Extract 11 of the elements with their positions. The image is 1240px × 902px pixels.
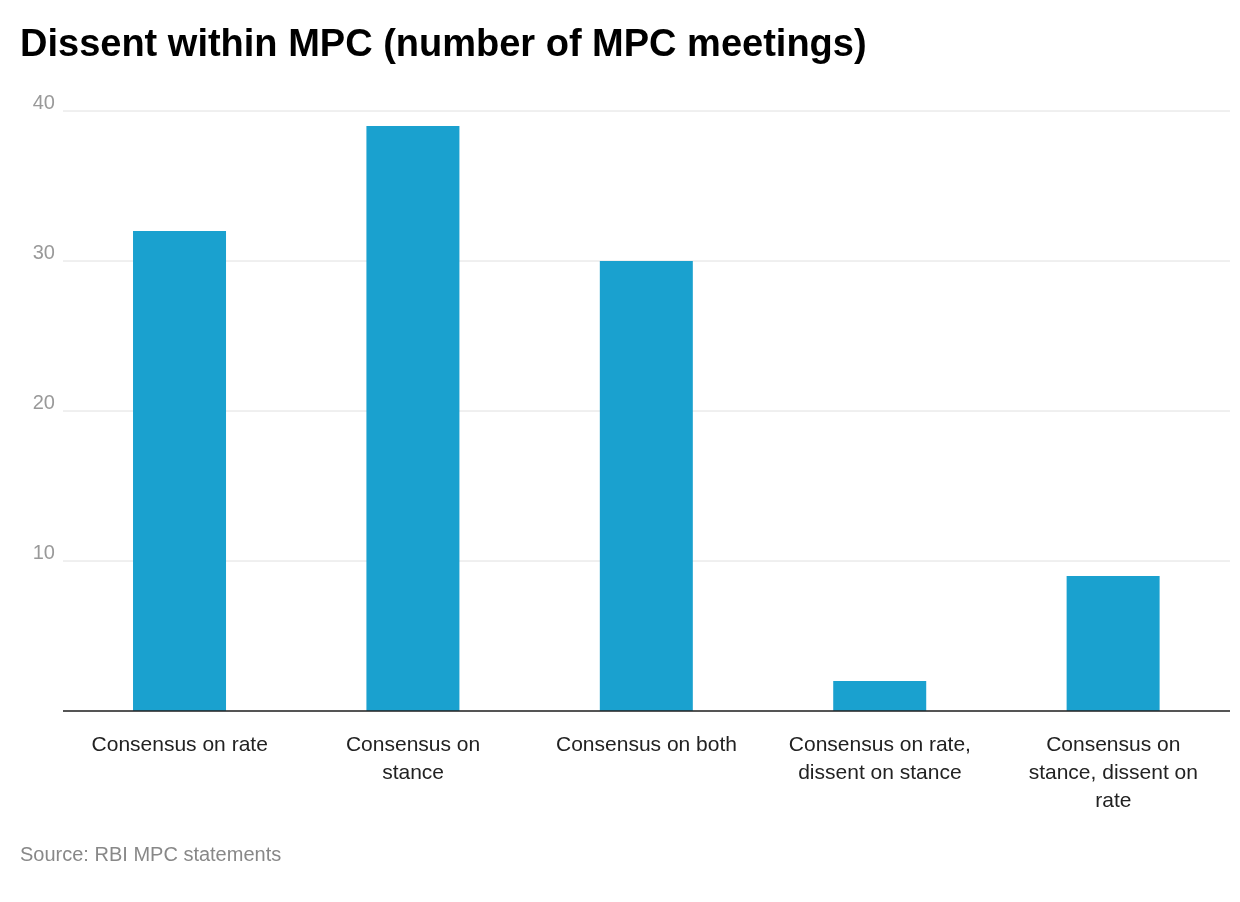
y-tick-label: 40 [32,91,55,113]
chart-title: Dissent within MPC (number of MPC meetings) [20,22,868,65]
x-tick-label: Consensus on stance [345,732,481,783]
x-tick-label: Consensus on rate [91,732,268,755]
y-tick-label: 10 [32,541,55,563]
y-tick-label: 20 [32,391,55,413]
x-tick-label: Consensus on stance, dissent on rate [1028,732,1198,811]
y-tick-label: 30 [32,241,55,263]
x-tick-label: Consensus on rate, dissent on stance [788,732,971,783]
source-note: Source: RBI MPC statements [20,843,283,866]
x-tick-label: Consensus on both [556,732,737,755]
